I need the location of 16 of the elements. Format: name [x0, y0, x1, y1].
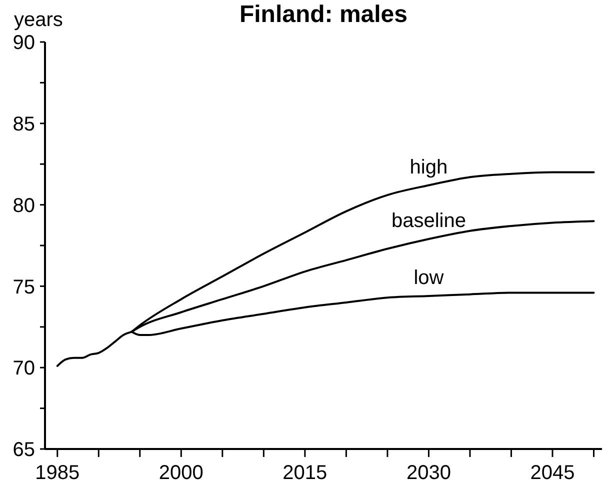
y-tick-label: 75 [12, 276, 35, 298]
series-label: high [410, 156, 448, 178]
x-tick-label: 1985 [35, 462, 80, 484]
y-tick-label: 80 [12, 194, 35, 217]
y-tick-label: 70 [12, 358, 35, 380]
y-tick-label: 85 [12, 114, 35, 136]
series-label: baseline [391, 210, 466, 232]
x-tick-label: 2045 [530, 462, 575, 484]
x-tick-label: 2000 [158, 462, 204, 484]
y-tick-label: 65 [12, 439, 35, 462]
x-tick-label: 2015 [282, 462, 328, 484]
chart-title: Finland: males [239, 1, 408, 28]
x-tick-label: 2030 [406, 462, 451, 484]
y-axis-title: years [14, 9, 63, 31]
series-label: low [414, 266, 444, 289]
y-tick-label: 90 [12, 32, 35, 54]
